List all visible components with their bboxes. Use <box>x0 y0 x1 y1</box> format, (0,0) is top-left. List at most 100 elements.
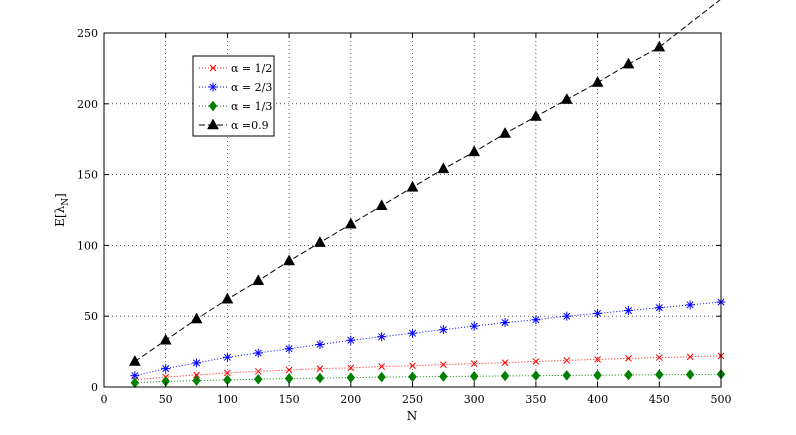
marker-triangle <box>207 118 219 130</box>
x-tick-label: 250 <box>402 393 423 406</box>
marker-star-stroke <box>624 307 632 315</box>
marker-x-stroke <box>254 368 262 375</box>
series-layer <box>128 0 726 389</box>
marker-star <box>593 308 603 318</box>
marker-triangle <box>653 40 666 52</box>
marker-x-stroke <box>409 362 416 370</box>
marker-diamond <box>439 371 448 382</box>
marker-star <box>685 300 695 310</box>
marker-x <box>378 363 386 370</box>
marker-star <box>531 315 541 325</box>
x-tick-label: 0 <box>101 393 108 406</box>
marker-star <box>408 328 417 338</box>
marker-triangle <box>159 333 172 345</box>
y-axis-label: E[λN] <box>53 193 71 227</box>
marker-x-stroke <box>594 356 601 363</box>
x-tick-label: 450 <box>649 393 670 406</box>
marker-star-stroke <box>193 359 201 367</box>
marker-x-stroke <box>532 358 540 365</box>
marker-x <box>655 354 663 361</box>
series <box>130 368 726 389</box>
legend-label: α =0.9 <box>231 119 269 132</box>
marker-star <box>500 318 510 328</box>
marker-x-stroke <box>439 361 447 368</box>
marker-triangle <box>591 76 604 87</box>
marker-star-stroke <box>686 301 694 309</box>
marker-star-stroke <box>223 353 231 361</box>
legend-label: α = 1/3 <box>231 100 272 113</box>
marker-x-stroke <box>655 354 663 361</box>
marker-triangle <box>190 312 203 324</box>
marker-triangle <box>468 145 481 157</box>
marker-triangle <box>344 217 357 229</box>
x-tick-label: 100 <box>217 393 238 406</box>
marker-x <box>316 365 324 372</box>
marker-star-stroke <box>254 349 262 357</box>
marker-diamond <box>593 369 602 381</box>
marker-star-stroke <box>408 329 417 337</box>
marker-star-stroke <box>162 365 170 373</box>
marker-x-stroke <box>378 363 386 370</box>
y-tick-label: 50 <box>84 310 98 323</box>
marker-star <box>161 364 171 374</box>
ticks: 0 50 100 150 200 250 300 350 400 450 500 0 50 100 150 2… <box>77 27 732 406</box>
marker-star-stroke <box>347 336 355 344</box>
marker-x <box>470 360 478 367</box>
legend-entry: α = 1/2 <box>199 62 272 75</box>
marker-star-stroke <box>439 326 447 334</box>
marker-x <box>209 64 217 72</box>
marker-diamond <box>469 370 479 382</box>
marker-x <box>501 359 509 366</box>
marker-triangle <box>128 354 141 366</box>
marker-star <box>222 352 232 362</box>
marker-x <box>409 362 416 370</box>
series <box>128 0 721 366</box>
legend-entry: α = 2/3 <box>199 81 272 94</box>
marker-diamond <box>562 369 572 381</box>
marker-star-stroke <box>378 333 386 341</box>
marker-diamond <box>253 373 263 385</box>
marker-triangle <box>529 110 542 121</box>
marker-triangle <box>314 236 326 247</box>
y-axis-label-main: E[ <box>53 213 67 226</box>
marker-x <box>532 358 540 365</box>
marker-star <box>562 311 572 321</box>
y-tick-label: 150 <box>77 169 98 182</box>
marker-x-stroke <box>316 365 324 372</box>
marker-star <box>130 371 140 381</box>
marker-star <box>377 332 387 342</box>
marker-star-stroke <box>655 304 663 312</box>
marker-x <box>563 357 571 364</box>
x-axis-label: N <box>407 409 418 423</box>
marker-star <box>253 348 263 358</box>
series <box>130 297 726 381</box>
marker-x <box>193 371 200 379</box>
series-line <box>134 355 722 381</box>
marker-x <box>347 364 355 372</box>
marker-x-stroke <box>563 357 571 364</box>
marker-diamond <box>624 369 633 381</box>
marker-star-stroke <box>532 316 540 324</box>
grid <box>104 33 721 387</box>
legend: α = 1/2 α = 2/3 α = 1/3 α =0.9 <box>192 55 275 137</box>
marker-x-stroke <box>501 359 509 366</box>
marker-star-stroke <box>285 345 293 353</box>
marker-diamond <box>315 372 325 384</box>
legend-label: α = 2/3 <box>231 81 272 94</box>
x-tick-label: 500 <box>711 393 732 406</box>
marker-diamond <box>654 369 664 381</box>
marker-x <box>285 366 293 374</box>
marker-star <box>654 303 664 313</box>
marker-x-stroke <box>470 360 478 367</box>
legend-label: α = 1/2 <box>231 62 272 75</box>
marker-star <box>192 358 202 368</box>
marker-x <box>686 353 694 361</box>
x-tick-label: 200 <box>340 393 361 406</box>
marker-star-stroke <box>501 319 509 327</box>
marker-star-stroke <box>470 322 478 330</box>
legend-box <box>192 55 275 137</box>
x-tick-label: 300 <box>464 393 485 406</box>
series-line <box>134 301 722 377</box>
y-tick-label: 0 <box>91 381 98 394</box>
marker-star-stroke <box>563 312 571 320</box>
